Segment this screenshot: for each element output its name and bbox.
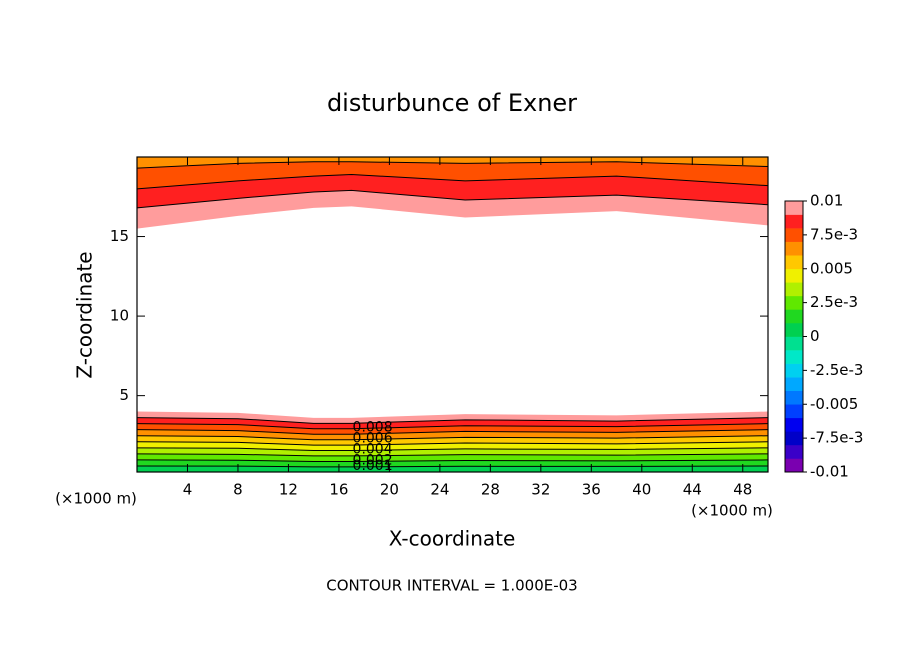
x-tick-label: 8 [233,481,243,499]
contour-label: 0.001 [353,458,393,474]
colorbar-swatch [785,363,803,378]
colorbar-swatch [785,417,803,432]
contour-line [137,417,768,424]
contour-band [137,157,768,189]
plot-frame [136,156,769,473]
contour-line [137,453,768,457]
colorbar-swatch [785,322,803,337]
contour-line [137,441,768,446]
colorbar-swatch [785,295,803,310]
colorbar-swatch [785,309,803,324]
colorbar-swatch [785,458,803,473]
x-axis-label: X-coordinate [389,527,516,551]
y-tick-label: 15 [110,227,129,245]
y-tick-label: 10 [110,307,129,325]
colorbar-swatch [785,377,803,391]
colorbar-swatch [785,241,803,256]
x-tick-label: 44 [683,481,702,499]
x-tick-label: 24 [430,481,449,499]
colorbar-swatch [785,350,803,364]
contour-label: 0.004 [353,442,393,458]
colorbar-swatch [785,431,803,446]
x-tick-label: 36 [582,481,601,499]
contour-line [137,173,768,190]
contour-line [137,447,768,452]
colorbar-swatch [785,214,803,229]
colorbar-swatch [785,268,803,283]
colorbar-swatch [785,390,803,405]
colorbar-swatch [785,404,803,419]
colorbar-swatch [785,444,803,459]
colorbar-swatch [785,255,803,270]
x-tick-label: 20 [380,481,399,499]
contour-label: 0.008 [353,420,393,436]
contour-band [137,157,768,169]
colorbar-tick-label: 0.01 [810,192,843,210]
y-tick-label: 5 [119,386,129,404]
contour-label: 0.006 [353,431,393,447]
x-tick-label: 4 [183,481,193,499]
colorbar-tick-label: -0.005 [810,395,858,413]
x-unit-label: (×1000 m) [691,502,773,520]
colorbar-tick-label: 2.5e-3 [810,293,858,311]
colorbar-tick-label: -2.5e-3 [810,361,863,379]
colorbar-swatch [785,201,803,215]
contour-band [137,465,768,472]
colorbar-tick-label: 0.005 [810,259,853,277]
contour-line [137,423,768,430]
contour-label: 0.002 [353,453,393,469]
colorbar-tick-label: 7.5e-3 [810,225,858,243]
chart-title: disturbunce of Exner [327,89,577,117]
contour-line [137,435,768,441]
colorbar-swatch [785,336,803,351]
x-tick-label: 12 [279,481,298,499]
contour-line [137,459,768,462]
x-tick-label: 32 [531,481,550,499]
y-axis-label: Z-coordinate [73,251,97,378]
y-unit-label: (×1000 m) [55,490,137,508]
colorbar-swatch [785,228,803,242]
x-tick-label: 40 [632,481,651,499]
colorbar-tick-label: -0.01 [810,463,849,481]
contour-line [137,189,768,209]
x-tick-label: 16 [329,481,348,499]
x-tick-label: 28 [481,481,500,499]
colorbar-tick-label: 0 [810,327,820,345]
colorbar-swatch [785,282,803,297]
x-tick-label: 48 [733,481,752,499]
footer-note: CONTOUR INTERVAL = 1.000E-03 [326,577,577,595]
colorbar-tick-label: -7.5e-3 [810,429,863,447]
contour-line [137,429,768,435]
